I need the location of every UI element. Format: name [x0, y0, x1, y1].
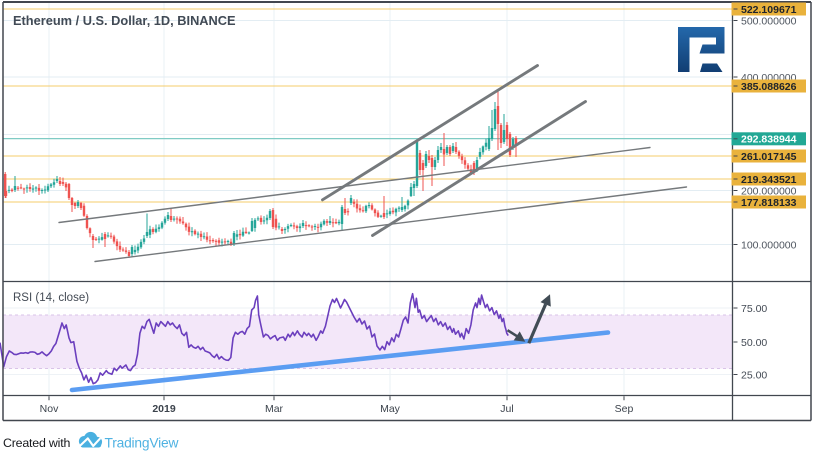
- svg-text:RSI (14, close): RSI (14, close): [13, 292, 89, 304]
- svg-text:100.000000: 100.000000: [741, 239, 797, 251]
- svg-text:261.017145: 261.017145: [741, 151, 797, 163]
- svg-text:2019: 2019: [152, 403, 176, 415]
- svg-text:500.000000: 500.000000: [741, 15, 797, 27]
- svg-text:Created with: Created with: [3, 436, 70, 450]
- svg-text:Nov: Nov: [40, 403, 59, 415]
- svg-text:200.000000: 200.000000: [741, 185, 797, 197]
- svg-text:25.00: 25.00: [741, 369, 767, 381]
- svg-text:219.343521: 219.343521: [741, 174, 797, 186]
- svg-text:75.00: 75.00: [741, 303, 767, 315]
- svg-text:385.088626: 385.088626: [741, 81, 797, 93]
- svg-text:May: May: [380, 403, 401, 415]
- svg-text:292.838944: 292.838944: [741, 134, 797, 146]
- svg-text:Ethereum / U.S. Dollar, 1D, BI: Ethereum / U.S. Dollar, 1D, BINANCE: [13, 13, 236, 28]
- svg-text:TradingView: TradingView: [105, 436, 179, 451]
- svg-text:50.00: 50.00: [741, 337, 767, 349]
- svg-text:522.109671: 522.109671: [741, 4, 797, 16]
- svg-text:Mar: Mar: [265, 403, 284, 415]
- svg-text:Jul: Jul: [500, 403, 513, 415]
- svg-text:177.818133: 177.818133: [741, 197, 797, 209]
- svg-text:Sep: Sep: [615, 403, 634, 415]
